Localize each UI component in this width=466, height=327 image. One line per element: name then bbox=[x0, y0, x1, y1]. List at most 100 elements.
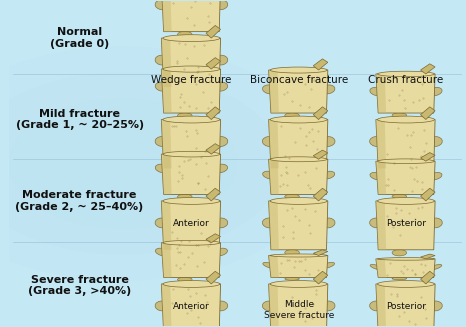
Ellipse shape bbox=[178, 250, 192, 256]
Ellipse shape bbox=[428, 301, 442, 311]
Ellipse shape bbox=[213, 0, 228, 10]
Ellipse shape bbox=[392, 194, 407, 198]
Ellipse shape bbox=[377, 159, 434, 164]
Ellipse shape bbox=[163, 240, 220, 245]
Polygon shape bbox=[206, 107, 220, 120]
Polygon shape bbox=[420, 271, 435, 284]
Text: Normal
(Grade 0): Normal (Grade 0) bbox=[50, 27, 109, 49]
Ellipse shape bbox=[285, 250, 299, 256]
Ellipse shape bbox=[262, 218, 277, 228]
Polygon shape bbox=[161, 38, 220, 87]
Ellipse shape bbox=[428, 218, 442, 228]
Ellipse shape bbox=[155, 0, 170, 10]
Polygon shape bbox=[206, 58, 220, 69]
Polygon shape bbox=[206, 188, 220, 201]
Text: Wedge fracture: Wedge fracture bbox=[151, 76, 232, 85]
Ellipse shape bbox=[163, 66, 220, 72]
Text: Posterior: Posterior bbox=[386, 219, 426, 228]
Ellipse shape bbox=[178, 113, 192, 118]
Polygon shape bbox=[376, 259, 386, 278]
Ellipse shape bbox=[0, 46, 329, 281]
Ellipse shape bbox=[163, 116, 220, 123]
Ellipse shape bbox=[270, 116, 327, 123]
Polygon shape bbox=[376, 284, 435, 327]
Text: Posterior: Posterior bbox=[386, 301, 426, 311]
Polygon shape bbox=[268, 159, 328, 195]
Ellipse shape bbox=[163, 281, 220, 287]
Polygon shape bbox=[313, 271, 328, 284]
Text: Middle
Severe fracture: Middle Severe fracture bbox=[263, 300, 334, 320]
Polygon shape bbox=[376, 201, 435, 250]
Polygon shape bbox=[161, 201, 220, 250]
Ellipse shape bbox=[263, 262, 276, 268]
Ellipse shape bbox=[262, 301, 277, 311]
Ellipse shape bbox=[213, 248, 227, 256]
Ellipse shape bbox=[213, 301, 228, 311]
Polygon shape bbox=[268, 255, 328, 278]
Polygon shape bbox=[376, 259, 435, 278]
Ellipse shape bbox=[377, 198, 434, 204]
Ellipse shape bbox=[270, 157, 327, 162]
Polygon shape bbox=[268, 70, 279, 113]
Ellipse shape bbox=[155, 248, 169, 256]
Ellipse shape bbox=[392, 277, 407, 280]
Ellipse shape bbox=[213, 218, 228, 228]
Polygon shape bbox=[161, 284, 220, 327]
Polygon shape bbox=[268, 70, 328, 113]
Ellipse shape bbox=[213, 137, 228, 146]
Polygon shape bbox=[161, 0, 220, 32]
Ellipse shape bbox=[321, 218, 335, 228]
Text: Anterior: Anterior bbox=[173, 301, 210, 311]
Ellipse shape bbox=[178, 194, 192, 199]
Polygon shape bbox=[161, 38, 171, 87]
Ellipse shape bbox=[377, 281, 434, 287]
Ellipse shape bbox=[155, 164, 169, 173]
Text: Moderate fracture
(Grade 2, ~ 25–40%): Moderate fracture (Grade 2, ~ 25–40%) bbox=[15, 190, 144, 212]
Polygon shape bbox=[161, 120, 220, 168]
Ellipse shape bbox=[262, 137, 277, 146]
Text: Severe fracture
(Grade 3, >40%): Severe fracture (Grade 3, >40%) bbox=[28, 275, 131, 296]
Ellipse shape bbox=[392, 250, 407, 256]
Ellipse shape bbox=[377, 116, 434, 123]
Ellipse shape bbox=[270, 281, 327, 287]
Text: Crush fracture: Crush fracture bbox=[368, 76, 444, 85]
Polygon shape bbox=[376, 201, 386, 250]
Polygon shape bbox=[161, 154, 220, 195]
Ellipse shape bbox=[370, 87, 384, 96]
Ellipse shape bbox=[163, 35, 220, 42]
Ellipse shape bbox=[285, 113, 299, 118]
Ellipse shape bbox=[263, 171, 276, 179]
Ellipse shape bbox=[270, 67, 327, 73]
Ellipse shape bbox=[370, 137, 384, 146]
Polygon shape bbox=[313, 188, 328, 201]
Polygon shape bbox=[268, 255, 279, 278]
Ellipse shape bbox=[262, 85, 277, 94]
Ellipse shape bbox=[213, 82, 228, 91]
Ellipse shape bbox=[155, 137, 170, 146]
Polygon shape bbox=[420, 254, 435, 259]
Ellipse shape bbox=[178, 168, 192, 175]
Ellipse shape bbox=[285, 168, 299, 175]
Polygon shape bbox=[376, 161, 386, 195]
Ellipse shape bbox=[428, 137, 442, 146]
Polygon shape bbox=[420, 64, 435, 74]
Polygon shape bbox=[420, 188, 435, 201]
Polygon shape bbox=[313, 150, 328, 159]
Polygon shape bbox=[376, 284, 386, 327]
Ellipse shape bbox=[428, 87, 442, 96]
Polygon shape bbox=[161, 69, 220, 113]
Ellipse shape bbox=[178, 31, 192, 38]
Polygon shape bbox=[420, 153, 435, 161]
Polygon shape bbox=[376, 120, 386, 168]
Ellipse shape bbox=[163, 151, 220, 157]
Text: Biconcave fracture: Biconcave fracture bbox=[250, 76, 348, 85]
Polygon shape bbox=[268, 201, 328, 250]
Ellipse shape bbox=[428, 265, 442, 270]
Polygon shape bbox=[161, 284, 171, 327]
Ellipse shape bbox=[163, 198, 220, 204]
Ellipse shape bbox=[370, 265, 384, 270]
Ellipse shape bbox=[370, 218, 384, 228]
Ellipse shape bbox=[285, 194, 299, 199]
Ellipse shape bbox=[178, 87, 192, 93]
Text: Anterior: Anterior bbox=[173, 219, 210, 228]
